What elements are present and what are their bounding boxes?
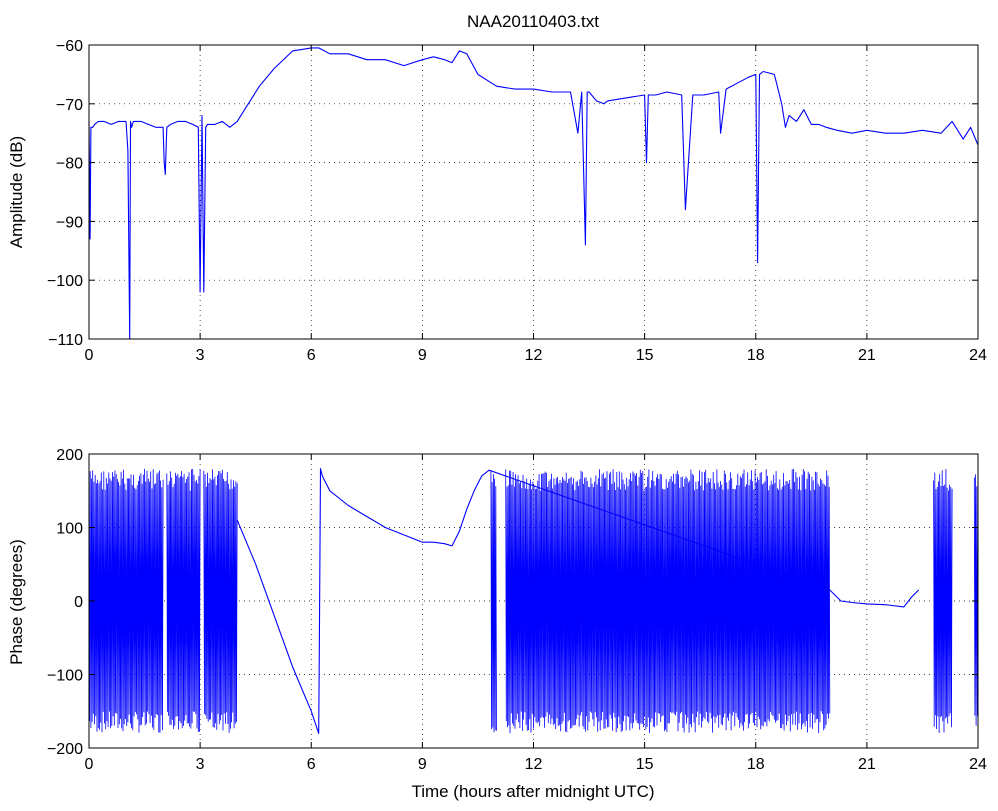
amplitude-y-ticks: −60 −70 −80 −90 −100 −110	[47, 38, 978, 349]
phase-series	[88, 468, 979, 734]
phase-x-tick-label: 18	[747, 756, 765, 773]
phase-noise-band	[973, 474, 979, 726]
amplitude-x-tick-label: 12	[525, 347, 543, 364]
phase-panel: Phase (degrees) Time (hours after midnig…	[7, 447, 987, 801]
amplitude-y-tick-label: −110	[48, 332, 83, 349]
amplitude-y-tick-label: −90	[56, 214, 83, 231]
amplitude-x-tick-label: 0	[85, 347, 94, 364]
amplitude-x-tick-label: 15	[636, 347, 654, 364]
phase-x-tick-label: 6	[307, 756, 316, 773]
phase-y-tick-label: −200	[47, 741, 83, 758]
amplitude-y-tick-label: −70	[56, 97, 83, 114]
phase-noise-band	[166, 468, 201, 733]
phase-x-tick-label: 9	[418, 756, 427, 773]
phase-series-line	[236, 468, 920, 734]
phase-noise-band	[933, 468, 953, 734]
phase-x-tick-label: 24	[969, 756, 987, 773]
phase-y-axis-label: Phase (degrees)	[7, 539, 26, 665]
phase-y-tick-label: 0	[74, 594, 83, 611]
phase-x-tick-label: 3	[196, 756, 205, 773]
amplitude-y-tick-label: −80	[56, 156, 83, 173]
amplitude-x-tick-label: 21	[858, 347, 876, 364]
amplitude-y-tick-label: −100	[47, 273, 83, 290]
amplitude-series-line	[88, 47, 979, 340]
amplitude-y-axis-label: Amplitude (dB)	[7, 136, 26, 248]
amplitude-panel: NAA20110403.txt Amplitude (dB) 0 3 6 9 12 15 1…	[7, 12, 987, 364]
amplitude-x-tick-label: 9	[418, 347, 427, 364]
amplitude-x-tick-label: 3	[196, 347, 205, 364]
phase-y-tick-label: 100	[56, 521, 83, 538]
phase-noise-band	[203, 469, 238, 733]
phase-x-ticks: 0 3 6 9 12 15 18 21 24	[85, 454, 987, 773]
amplitude-x-tick-label: 18	[747, 347, 765, 364]
phase-y-ticks: 200 100 0 −100 −200	[47, 447, 978, 758]
phase-noise-band	[490, 470, 497, 733]
amplitude-x-ticks: 0 3 6 9 12 15 18 21 24	[85, 45, 987, 364]
phase-y-tick-label: −100	[47, 668, 83, 685]
amplitude-x-tick-label: 6	[307, 347, 316, 364]
phase-noise-band	[505, 468, 831, 734]
phase-x-axis-label: Time (hours after midnight UTC)	[411, 782, 654, 801]
phase-noise-band	[88, 468, 164, 733]
amplitude-series	[88, 47, 979, 340]
amplitude-y-tick-label: −60	[56, 38, 83, 55]
phase-x-tick-label: 21	[858, 756, 876, 773]
phase-x-tick-label: 0	[85, 756, 94, 773]
phase-x-tick-label: 12	[525, 756, 543, 773]
phase-y-tick-label: 200	[56, 447, 83, 464]
chart-title: NAA20110403.txt	[467, 12, 599, 31]
amplitude-x-tick-label: 24	[969, 347, 987, 364]
phase-x-tick-label: 15	[636, 756, 654, 773]
